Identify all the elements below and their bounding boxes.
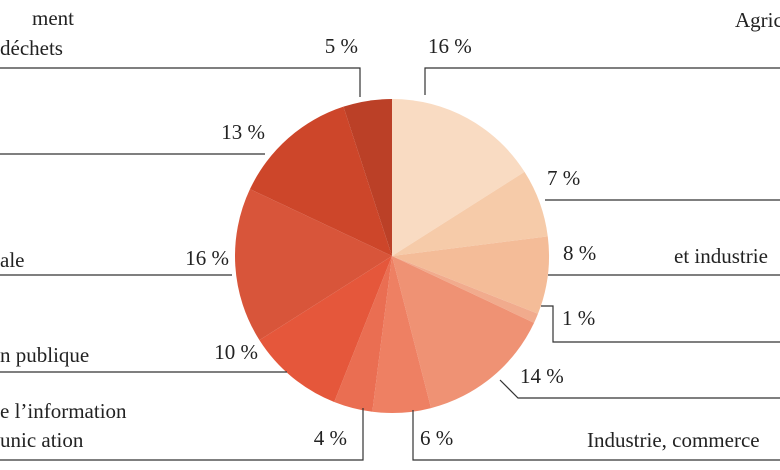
leader-line bbox=[0, 408, 364, 461]
category-label: ment bbox=[32, 6, 74, 30]
category-label: unic ation bbox=[0, 428, 84, 452]
value-label: 13 % bbox=[221, 120, 265, 144]
pie-slice bbox=[392, 256, 538, 323]
value-label: 14 % bbox=[520, 364, 564, 388]
pie-slice bbox=[392, 99, 525, 256]
value-label: 5 % bbox=[325, 34, 358, 58]
category-label: e l’information bbox=[0, 399, 127, 423]
category-label: Agric bbox=[735, 8, 780, 32]
leader-line bbox=[424, 67, 780, 95]
leader-line bbox=[541, 305, 780, 343]
pie-slice bbox=[372, 256, 432, 413]
category-label: déchets bbox=[0, 36, 63, 60]
pie-slice bbox=[234, 189, 392, 341]
leader-line bbox=[412, 410, 780, 461]
pie-slice bbox=[249, 106, 392, 256]
value-label: 16 % bbox=[185, 246, 229, 270]
pie-slice bbox=[334, 256, 392, 412]
pie-slice bbox=[343, 99, 392, 256]
category-label: ale bbox=[0, 248, 24, 272]
pie-slice bbox=[392, 171, 548, 256]
value-label: 8 % bbox=[563, 241, 596, 265]
value-label: 10 % bbox=[214, 340, 258, 364]
value-label: 7 % bbox=[547, 166, 580, 190]
value-label: 6 % bbox=[420, 426, 453, 450]
category-label: Industrie, commerce bbox=[587, 428, 760, 452]
leader-line bbox=[499, 379, 780, 399]
pie-slice bbox=[392, 236, 549, 314]
pie-slice bbox=[259, 256, 392, 402]
leader-line bbox=[0, 67, 361, 97]
value-label: 1 % bbox=[562, 306, 595, 330]
category-label: et industrie bbox=[674, 244, 768, 268]
value-label: 16 % bbox=[428, 34, 472, 58]
value-label: 4 % bbox=[314, 426, 347, 450]
pie-slice bbox=[392, 256, 535, 409]
category-label: n publique bbox=[0, 343, 89, 367]
